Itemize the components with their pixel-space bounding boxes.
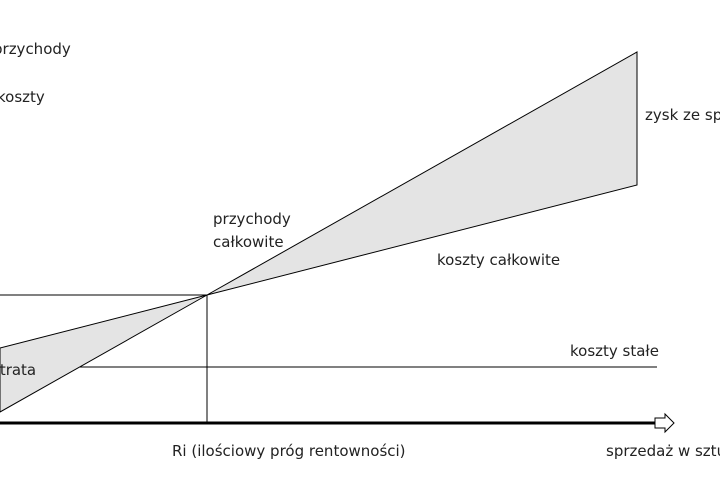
loss-area <box>0 294 208 413</box>
revenue-label: całkowite <box>213 233 284 251</box>
fixed-costs-label: koszty stałe <box>570 342 659 360</box>
y-axis-label: przychody <box>0 40 71 58</box>
y-axis-label: koszty <box>0 88 45 106</box>
profit-label: zysk ze sprzedaży <box>645 106 720 124</box>
break-even-label: Ri (ilościowy próg rentowności) <box>172 442 406 460</box>
x-axis-label: sprzedaż w sztukach <box>606 442 720 460</box>
total-costs-label: koszty całkowite <box>437 251 560 269</box>
x-axis-arrow <box>654 412 675 434</box>
loss-label: strata <box>0 361 36 379</box>
revenue-label: przychody <box>213 210 291 228</box>
profit-area <box>206 51 638 296</box>
